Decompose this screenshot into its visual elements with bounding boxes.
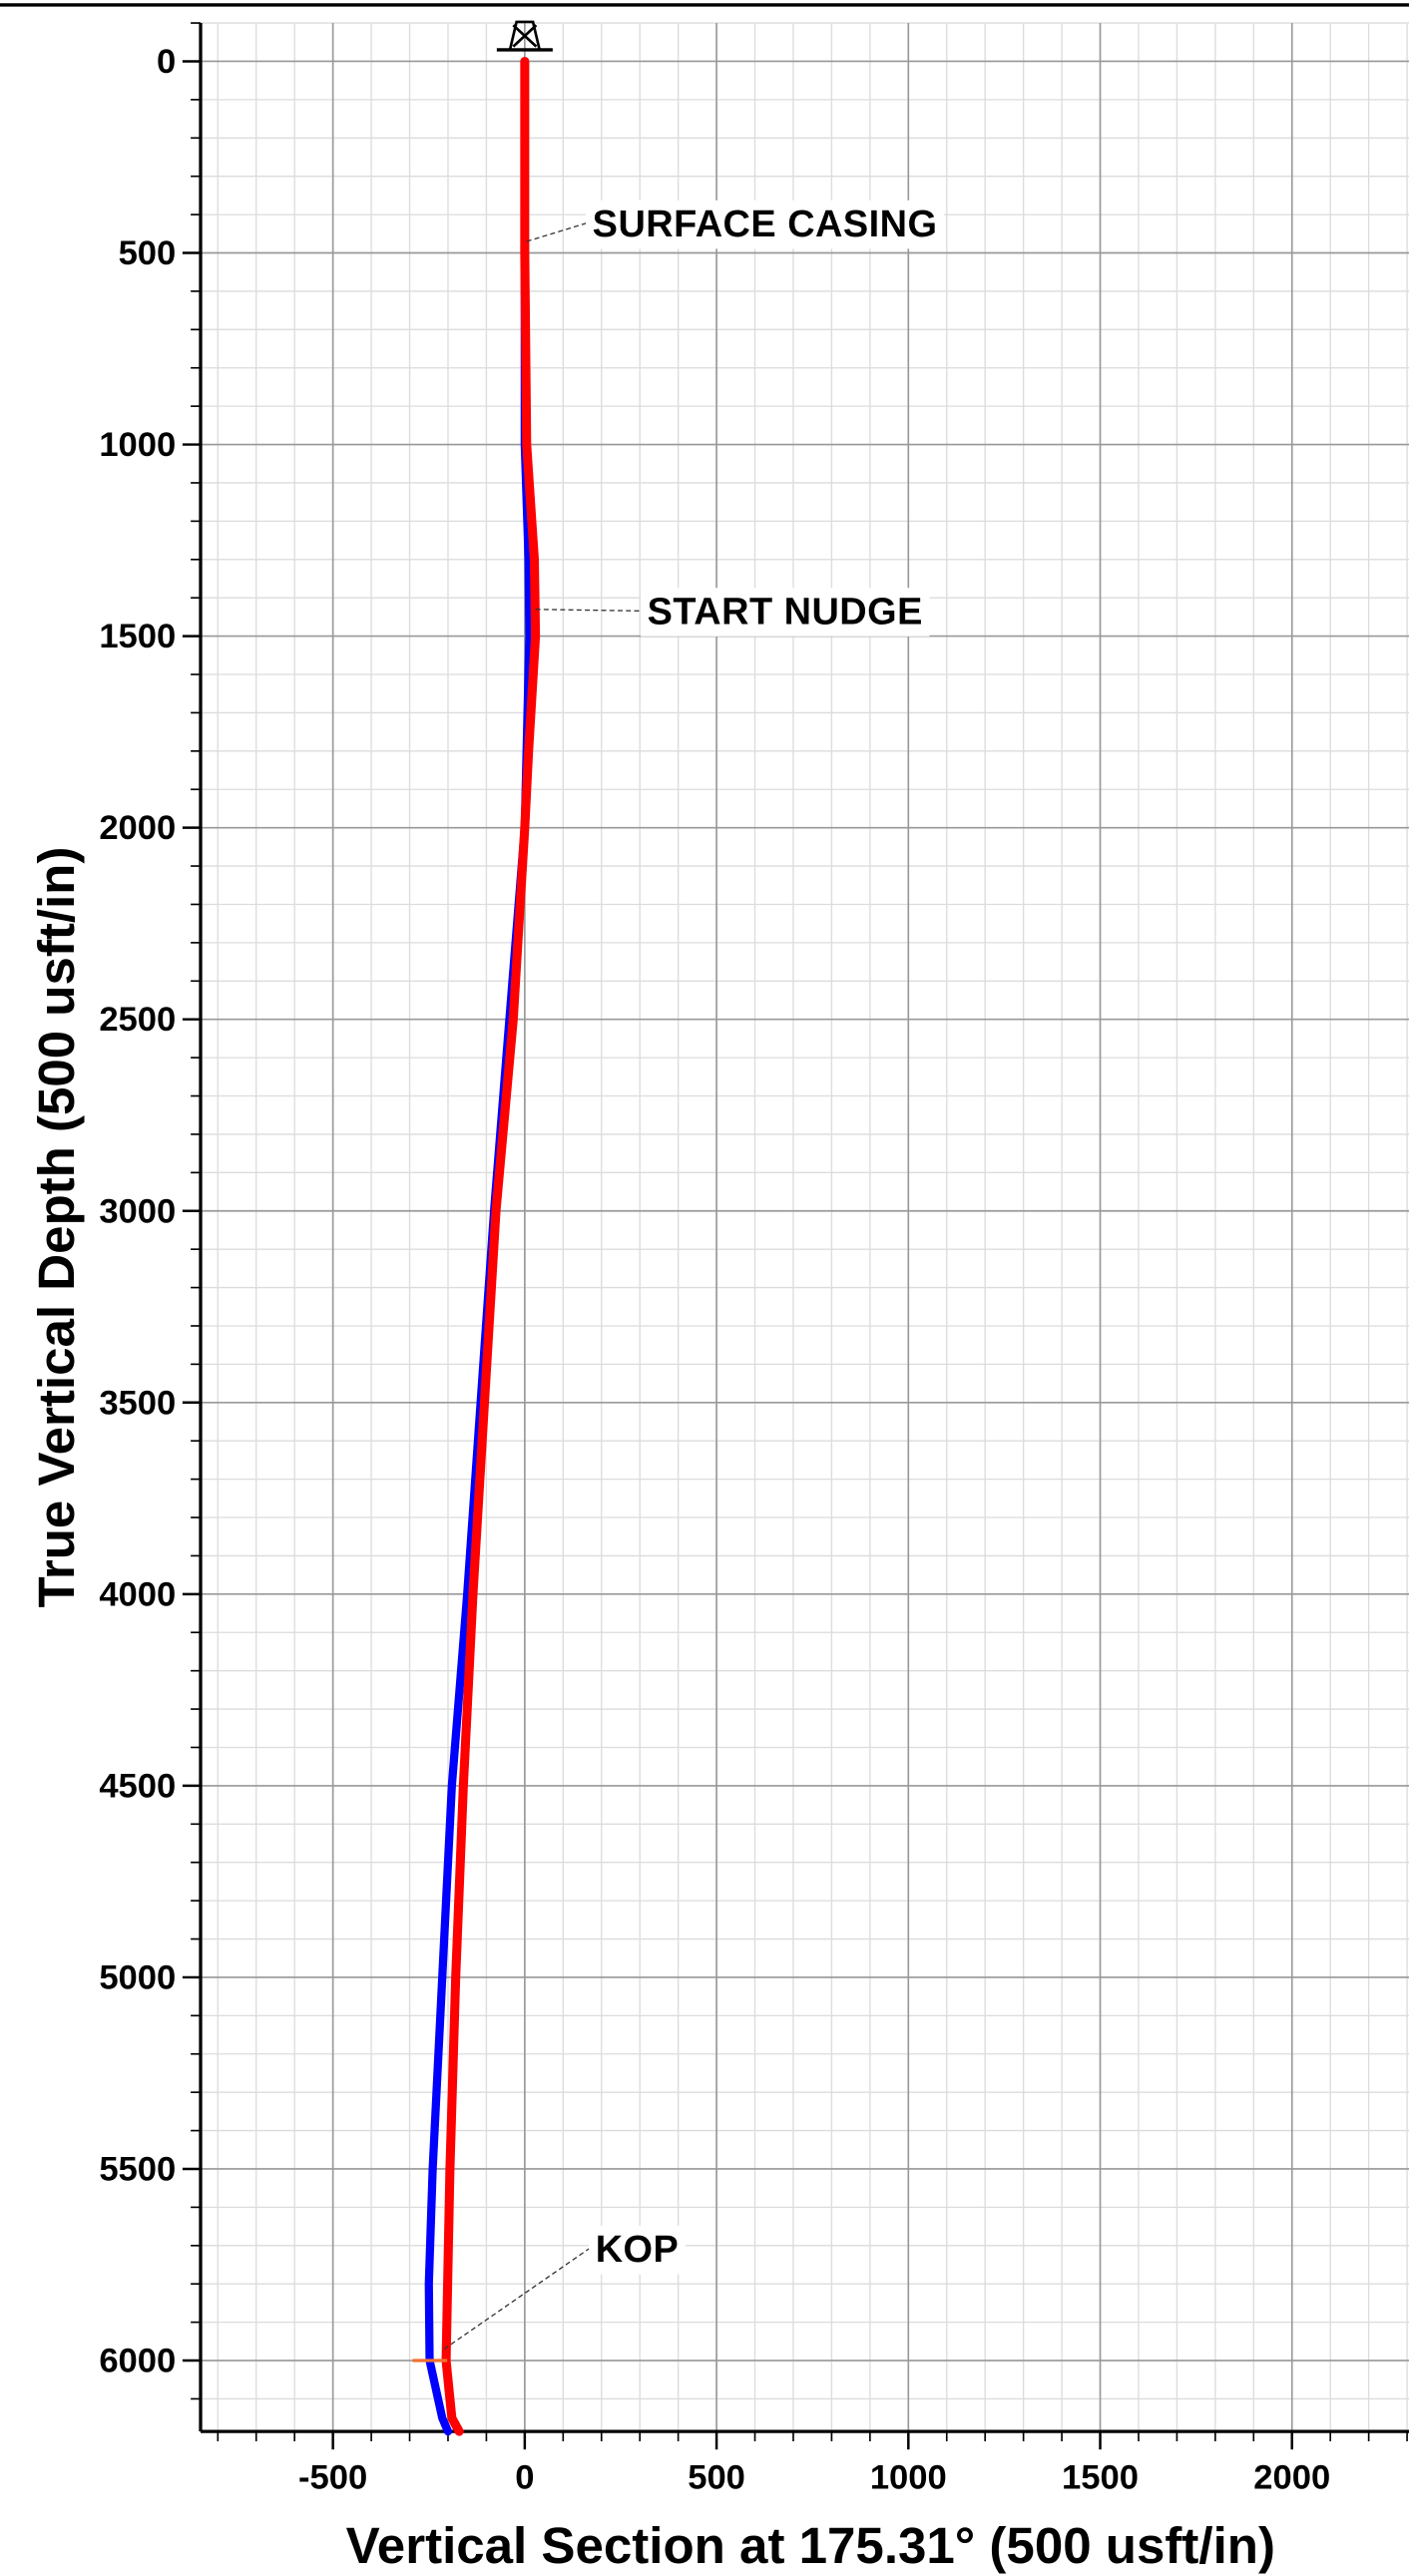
y-tick-label: 3500 [99,1384,176,1422]
grid: -500 0 500 1000 1500 2000 0 500 1000 1500 2000 2500… [99,22,1409,2497]
x-tick-label: -500 [298,2459,367,2497]
y-tick-label: 2500 [99,1001,176,1039]
y-tick-label: 4000 [99,1575,176,1613]
wellhead [508,20,541,51]
y-tick-label: 3000 [99,1192,176,1230]
annotation: SURFACE CASING [593,204,938,245]
y-tick-label: 2000 [99,809,176,847]
y-tick-label: 6000 [99,2343,176,2380]
x-tick-label: 1000 [870,2459,947,2497]
y-tick-label: 1500 [99,618,176,655]
x-axis-label: Vertical Section at 175.31° (500 usft/in… [346,2517,1275,2574]
annotation-leader [443,2248,590,2351]
annotation-background [586,200,945,249]
annotation: START NUDGE [648,592,923,634]
y-tick-label: 5500 [99,2151,176,2189]
annotation-background [589,2225,686,2275]
annotation-background [641,588,930,637]
y-axis-label: True Vertical Depth (500 usft/in) [28,847,85,1608]
annotation: KOP [596,2229,680,2271]
well-path [441,56,541,2436]
y-tick-label: 5000 [99,1958,176,1996]
plot: SURFACE CASING START NUDGE KOP [412,20,945,2436]
annotation-leader [526,222,587,242]
y-tick-label: 500 [119,234,177,272]
x-tick-label: 2000 [1253,2459,1330,2497]
x-tick-label: 0 [515,2459,534,2497]
annotation-leader [535,609,642,613]
y-tick-label: 0 [157,43,176,81]
x-tick-label: 500 [688,2459,745,2497]
y-tick-label: 4500 [99,1767,176,1805]
y-tick-label: 1000 [99,426,176,464]
x-tick-label: 1500 [1062,2459,1139,2497]
